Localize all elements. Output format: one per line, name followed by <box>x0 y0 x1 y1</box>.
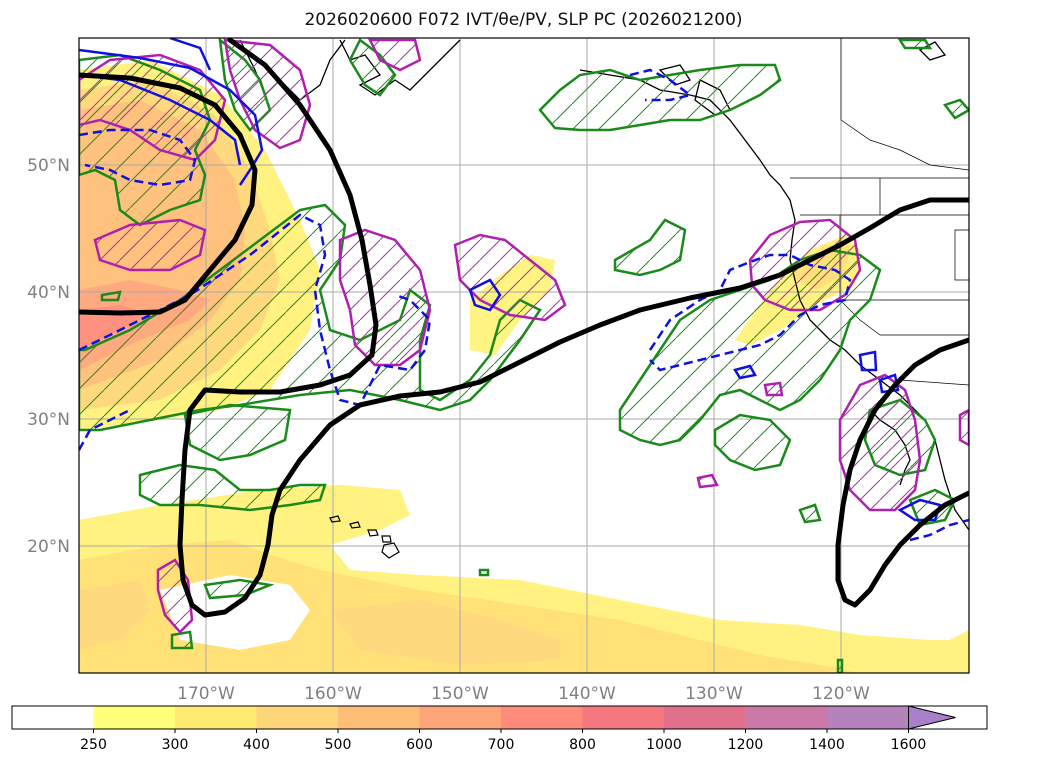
map-title: 2026020600 F072 IVT/θe/PV, SLP PC (20260… <box>304 10 743 30</box>
colorbar-segment <box>93 706 176 729</box>
colorbar-segment <box>827 706 909 729</box>
hawaii-islands <box>329 515 400 559</box>
colorbar-segment <box>745 706 828 729</box>
colorbar-tick-label: 1200 <box>728 737 764 753</box>
colorbar: 250 300 400 500 600 700 800 1000 1200 1400 1600 <box>11 705 988 753</box>
colorbar-tick-label: 1000 <box>646 737 682 753</box>
colorbar-tick-label: 800 <box>569 737 596 753</box>
lat-label: 50°N <box>27 156 70 176</box>
colorbar-tick-label: 1400 <box>809 737 845 753</box>
colorbar-tick-label: 600 <box>406 737 433 753</box>
lon-label: 150°W <box>431 684 489 704</box>
colorbar-tick-label: 250 <box>80 737 107 753</box>
colorbar-segment <box>338 706 420 729</box>
lat-labels: 50°N 40°N 30°N 20°N <box>27 156 70 557</box>
blue-dashed-contours <box>79 68 969 542</box>
lon-labels: 170°W 160°W 150°W 140°W 130°W 120°W <box>177 684 870 704</box>
colorbar-segment <box>501 706 583 729</box>
colorbar-segment <box>419 706 502 729</box>
colorbar-tick-label: 400 <box>243 737 270 753</box>
gridlines <box>79 38 969 673</box>
lon-label: 130°W <box>685 684 743 704</box>
colorbar-segment <box>175 706 257 729</box>
colorbar-tick-label: 700 <box>488 737 515 753</box>
lat-label: 20°N <box>27 537 70 557</box>
lat-label: 40°N <box>27 283 70 303</box>
colorbar-frame <box>11 705 988 730</box>
lon-label: 140°W <box>558 684 616 704</box>
lon-label: 160°W <box>304 684 362 704</box>
colorbar-tick-label: 1600 <box>891 737 927 753</box>
colorbar-segment <box>582 706 665 729</box>
lon-label: 170°W <box>177 684 235 704</box>
colorbar-tick-label: 500 <box>325 737 352 753</box>
colorbar-tick-label: 300 <box>162 737 189 753</box>
colorbar-segment <box>664 706 746 729</box>
plot-frame <box>78 37 970 674</box>
colorbar-segment <box>12 706 94 729</box>
state-borders <box>790 38 969 386</box>
lon-label: 120°W <box>812 684 870 704</box>
colorbar-extend-arrow <box>908 705 956 730</box>
lat-label: 30°N <box>27 410 70 430</box>
slp-contours <box>79 38 969 618</box>
colorbar-segment <box>256 706 339 729</box>
